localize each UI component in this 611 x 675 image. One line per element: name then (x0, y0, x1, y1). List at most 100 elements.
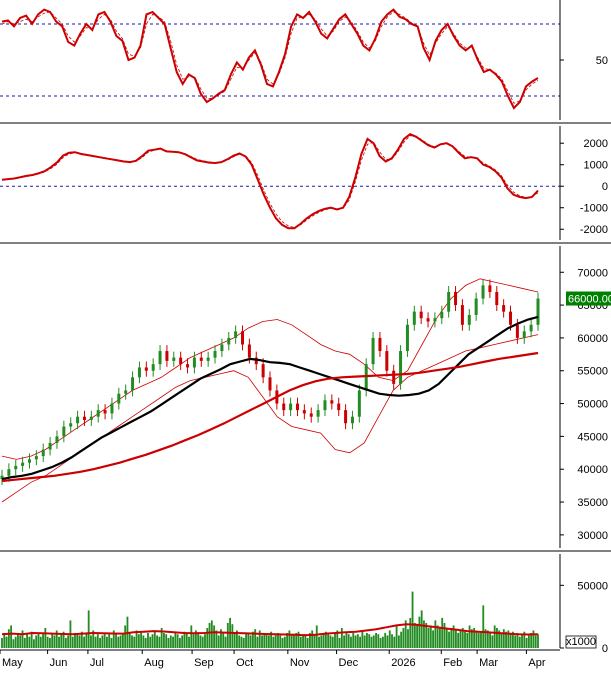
volume-bar (478, 633, 480, 648)
volume-bar (446, 629, 448, 648)
candle-body (152, 364, 155, 371)
volume-bar (300, 637, 302, 648)
y-tick-label: 50000 (577, 399, 608, 411)
candle-body (14, 466, 17, 469)
y-tick-label: -2000 (580, 224, 608, 236)
candle-body (454, 292, 457, 305)
candle-body (179, 358, 182, 365)
volume-bar (145, 638, 147, 648)
volume-bar (398, 635, 400, 648)
volume-bar (501, 633, 503, 648)
volume-bar (74, 633, 76, 648)
x-tick-label: May (2, 657, 23, 669)
candle-body (21, 463, 24, 466)
volume-bar (375, 633, 377, 648)
volume-bar (519, 637, 521, 648)
candle-body (351, 417, 354, 424)
volume-bar (327, 634, 329, 648)
candle-body (124, 390, 127, 393)
candle-body (523, 331, 526, 338)
volume-bar (8, 629, 10, 648)
volume-bar (268, 635, 270, 648)
volume-bar (430, 625, 432, 648)
volume-bar (396, 625, 398, 648)
candle-body (200, 358, 203, 361)
volume-bar (439, 628, 441, 648)
candle-body (110, 404, 113, 414)
candle-body (310, 413, 313, 416)
y-tick-label: 30000 (577, 530, 608, 542)
volume-bar (526, 638, 528, 648)
volume-bar (24, 638, 26, 648)
volume-bar (181, 635, 183, 648)
volume-bar (257, 637, 259, 648)
volume-bar (188, 637, 190, 648)
volume-bar (17, 633, 19, 648)
volume-bar (428, 628, 430, 648)
candle-body (289, 404, 292, 411)
volume-bar (364, 635, 366, 648)
volume-bar (117, 637, 119, 648)
volume-bar (204, 634, 206, 648)
volume-bar (44, 628, 46, 648)
candle-body (42, 450, 45, 457)
volume-bar (245, 634, 247, 648)
volume-bar (231, 624, 233, 648)
x-tick-label: Dec (339, 657, 359, 669)
candle-body (214, 351, 217, 358)
volume-bar (387, 635, 389, 648)
x-tick-label: Sep (194, 657, 214, 669)
volume-bar (172, 637, 174, 648)
x-tick-label: Mar (479, 657, 498, 669)
candle-body (248, 344, 251, 357)
volume-bar (101, 635, 103, 648)
volume-bar (227, 623, 229, 648)
volume-bar (357, 634, 359, 648)
candle-body (62, 427, 65, 437)
volume-bar (455, 629, 457, 648)
candle-body (447, 292, 450, 312)
volume-bar (1, 638, 3, 648)
volume-bar (368, 634, 370, 648)
y-tick-label: 35000 (577, 497, 608, 509)
candle-body (495, 292, 498, 305)
volume-bar (200, 635, 202, 648)
volume-bar (345, 632, 347, 648)
volume-bar (129, 633, 131, 648)
volume-bar (115, 633, 117, 648)
volume-bar (261, 635, 263, 648)
volume-bar (384, 633, 386, 648)
candle-body (55, 436, 58, 443)
volume-bar (334, 633, 336, 648)
volume-bar (418, 617, 420, 648)
x-tick-label: Aug (144, 657, 164, 669)
unit-label: x1000 (566, 636, 596, 648)
y-tick-label: 50000 (577, 580, 608, 592)
moving-average-mid (2, 317, 538, 479)
volume-bar (47, 637, 49, 648)
candle-body (330, 400, 333, 403)
volume-bar (38, 633, 40, 648)
volume-bar (521, 634, 523, 648)
volume-bar (434, 620, 436, 648)
volume-bar (273, 637, 275, 648)
volume-bar (263, 633, 265, 648)
volume-bar (163, 633, 165, 648)
volume-bar (152, 634, 154, 648)
volume-bar (95, 637, 97, 648)
volume-bar (143, 635, 145, 648)
volume-bar (359, 637, 361, 648)
candle-body (193, 358, 196, 368)
volume-bar (482, 605, 484, 648)
volume-bar (154, 630, 156, 648)
volume-bar (193, 634, 195, 648)
volume-bar (377, 634, 379, 648)
candle-body (337, 404, 340, 411)
y-tick-label: 1000 (584, 160, 608, 172)
y-tick-label: 45000 (577, 431, 608, 443)
candle-body (69, 423, 72, 426)
candle-body (49, 443, 52, 450)
volume-bar (72, 637, 74, 648)
volume-bar (174, 633, 176, 648)
volume-bar (49, 638, 51, 648)
